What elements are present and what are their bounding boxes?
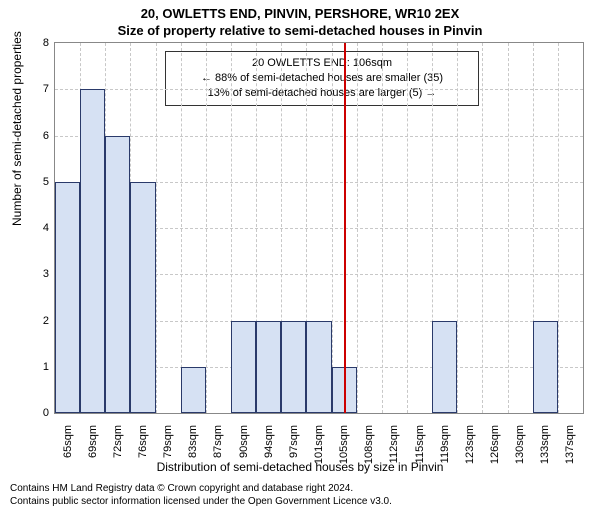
histogram-bar — [55, 182, 80, 413]
x-tick-label: 126sqm — [489, 425, 501, 475]
x-tick-label: 133sqm — [539, 425, 551, 475]
y-tick-label: 3 — [31, 268, 49, 280]
chart-title-sub: Size of property relative to semi-detach… — [0, 23, 600, 38]
plot-area: 20 OWLETTS END: 106sqm ← 88% of semi-det… — [54, 42, 584, 414]
y-tick-label: 4 — [31, 222, 49, 234]
x-tick-label: 87sqm — [212, 425, 224, 475]
y-tick-label: 2 — [31, 315, 49, 327]
gridline-v — [332, 43, 333, 413]
y-tick-label: 6 — [31, 130, 49, 142]
histogram-bar — [306, 321, 331, 414]
x-tick-label: 119sqm — [439, 425, 451, 475]
x-tick-label: 79sqm — [162, 425, 174, 475]
histogram-bar — [256, 321, 281, 414]
y-tick-label: 1 — [31, 361, 49, 373]
reference-line — [344, 43, 346, 413]
x-tick-label: 115sqm — [414, 425, 426, 475]
x-tick-label: 72sqm — [112, 425, 124, 475]
x-tick-label: 123sqm — [464, 425, 476, 475]
x-tick-label: 76sqm — [137, 425, 149, 475]
y-tick-label: 8 — [31, 37, 49, 49]
chart-title-main: 20, OWLETTS END, PINVIN, PERSHORE, WR10 … — [0, 6, 600, 21]
x-tick-label: 137sqm — [564, 425, 576, 475]
x-tick-label: 83sqm — [187, 425, 199, 475]
x-tick-label: 105sqm — [338, 425, 350, 475]
chart-area: 20 OWLETTS END: 106sqm ← 88% of semi-det… — [54, 42, 582, 412]
histogram-bar — [281, 321, 306, 414]
gridline-h — [55, 136, 583, 137]
x-tick-label: 65sqm — [62, 425, 74, 475]
gridline-v — [357, 43, 358, 413]
histogram-bar — [432, 321, 457, 414]
footer-line2: Contains public sector information licen… — [10, 495, 600, 508]
y-tick-label: 7 — [31, 83, 49, 95]
x-tick-label: 94sqm — [263, 425, 275, 475]
y-tick-label: 0 — [31, 407, 49, 419]
x-tick-label: 90sqm — [238, 425, 250, 475]
gridline-v — [508, 43, 509, 413]
histogram-bar — [130, 182, 155, 413]
annotation-line2: ← 88% of semi-detached houses are smalle… — [172, 71, 472, 86]
chart-container: 20, OWLETTS END, PINVIN, PERSHORE, WR10 … — [0, 6, 600, 506]
x-tick-label: 101sqm — [313, 425, 325, 475]
annotation-line1: 20 OWLETTS END: 106sqm — [172, 56, 472, 71]
gridline-v — [407, 43, 408, 413]
footer-line1: Contains HM Land Registry data © Crown c… — [10, 482, 600, 495]
histogram-bar — [80, 89, 105, 413]
histogram-bar — [533, 321, 558, 414]
histogram-bar — [231, 321, 256, 414]
footer-attribution: Contains HM Land Registry data © Crown c… — [10, 482, 600, 508]
x-tick-label: 97sqm — [288, 425, 300, 475]
gridline-v — [558, 43, 559, 413]
x-tick-label: 69sqm — [87, 425, 99, 475]
gridline-v — [457, 43, 458, 413]
x-tick-label: 130sqm — [514, 425, 526, 475]
x-tick-label: 112sqm — [388, 425, 400, 475]
gridline-v — [482, 43, 483, 413]
gridline-v — [206, 43, 207, 413]
histogram-bar — [105, 136, 130, 414]
gridline-v — [382, 43, 383, 413]
y-tick-label: 5 — [31, 176, 49, 188]
gridline-v — [181, 43, 182, 413]
annotation-line3: 13% of semi-detached houses are larger (… — [172, 86, 472, 101]
y-axis-label: Number of semi-detached properties — [10, 31, 24, 226]
gridline-v — [156, 43, 157, 413]
histogram-bar — [181, 367, 206, 413]
gridline-h — [55, 89, 583, 90]
x-tick-label: 108sqm — [363, 425, 375, 475]
